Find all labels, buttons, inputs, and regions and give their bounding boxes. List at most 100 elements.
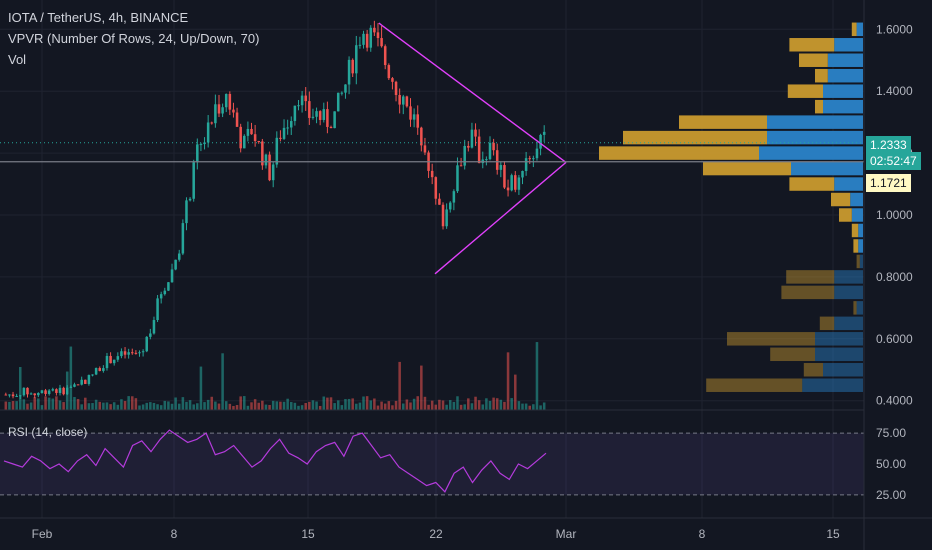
candle-body: [358, 44, 362, 46]
candle-body: [268, 154, 271, 181]
candle-body: [47, 390, 51, 394]
candle-body: [441, 204, 445, 227]
candle-body: [105, 355, 109, 369]
volume-bar: [15, 401, 18, 410]
candle-body: [29, 393, 33, 395]
candle-body: [15, 396, 18, 398]
time-tick-label: 8: [699, 527, 706, 541]
volume-bar: [322, 396, 326, 410]
candle-body: [188, 198, 192, 201]
volume-bar: [33, 397, 36, 410]
volume-bar: [297, 405, 300, 410]
volume-bar: [51, 398, 55, 410]
volume-bar: [521, 403, 524, 410]
volume-bar: [434, 404, 438, 410]
candle-body: [271, 164, 275, 181]
volume-indicator-label[interactable]: Vol: [8, 52, 27, 67]
trendline: [378, 22, 567, 163]
volume-bar: [196, 403, 199, 410]
volume-bar: [210, 396, 214, 410]
vp-bar-up: [759, 146, 863, 160]
candle-body: [434, 177, 438, 199]
volume-bar: [91, 403, 94, 410]
volume-bar: [102, 402, 105, 410]
vp-bar-down: [853, 239, 859, 253]
volume-bar: [452, 401, 456, 410]
candle-body: [420, 127, 423, 146]
volume-bar: [459, 404, 463, 410]
candle-body: [503, 165, 506, 188]
volume-bar: [528, 405, 532, 410]
rsi-indicator-label[interactable]: RSI (14, close): [8, 425, 88, 439]
candle-body: [37, 393, 40, 396]
volume-bar: [8, 401, 11, 410]
candle-body: [94, 368, 98, 375]
candle-body: [517, 177, 521, 190]
volume-bar: [170, 403, 174, 410]
candle-body: [243, 135, 246, 149]
symbol-title[interactable]: IOTA / TetherUS, 4h, BINANCE: [8, 10, 189, 25]
candle-body: [253, 134, 257, 141]
candle-body: [199, 144, 203, 146]
candle-body: [73, 384, 76, 387]
volume-bar: [355, 403, 358, 410]
volume-bar: [376, 405, 380, 410]
volume-bar: [188, 400, 192, 410]
volume-bar: [380, 401, 383, 410]
vp-bar-down: [787, 84, 823, 98]
volume-bar: [514, 374, 517, 410]
candle-body: [112, 359, 116, 364]
vp-bar-down: [623, 130, 767, 145]
volume-bar: [365, 396, 369, 410]
candle-body: [177, 253, 181, 260]
volume-bar: [351, 398, 354, 410]
candle-body: [152, 320, 156, 334]
candle-body: [398, 95, 401, 105]
volume-bar: [510, 398, 513, 410]
candle-body: [293, 105, 297, 122]
volume-bar: [463, 404, 466, 410]
vpvr-indicator-label[interactable]: VPVR (Number Of Rows, 24, Up/Down, 70): [8, 31, 260, 46]
candle-body: [423, 145, 427, 153]
volume-bar: [373, 398, 376, 410]
candle-body: [134, 352, 138, 354]
volume-bar: [199, 366, 203, 410]
volume-bar: [55, 396, 58, 410]
volume-bar: [152, 402, 156, 410]
candle-countdown-tag: 02:52:47: [866, 152, 921, 170]
vp-bar-up: [834, 285, 863, 300]
candle-body: [131, 352, 134, 354]
volume-bar: [214, 401, 217, 410]
volume-bar: [4, 401, 8, 410]
volume-bar: [120, 399, 123, 410]
vp-bar-up: [827, 68, 863, 83]
price-tick-label: 1.4000: [876, 84, 913, 98]
volume-bar: [177, 403, 181, 410]
candle-body: [322, 109, 326, 120]
candle-body: [336, 92, 340, 112]
volume-bar: [336, 400, 340, 410]
price-tick-label: 1.6000: [876, 22, 913, 36]
candle-body: [181, 223, 185, 254]
candle-body: [196, 144, 199, 163]
candle-body: [383, 46, 387, 66]
candle-body: [376, 32, 380, 39]
candle-body: [11, 394, 15, 397]
vp-bar-down: [819, 316, 835, 331]
volume-bar: [181, 397, 185, 410]
time-tick-label: 15: [301, 527, 315, 541]
candle-body: [394, 81, 398, 96]
candle-body: [485, 159, 488, 161]
volume-bar: [318, 405, 322, 410]
candle-body: [239, 126, 242, 149]
volume-bar: [271, 400, 275, 410]
candle-body: [521, 171, 524, 178]
vp-bar-up: [834, 270, 863, 284]
volume-bar: [80, 404, 83, 410]
candle-body: [69, 386, 73, 388]
volume-bar: [420, 365, 423, 410]
candle-body: [84, 379, 87, 384]
volume-bar: [391, 405, 394, 410]
volume-bar: [477, 400, 481, 410]
candle-body: [492, 142, 495, 151]
